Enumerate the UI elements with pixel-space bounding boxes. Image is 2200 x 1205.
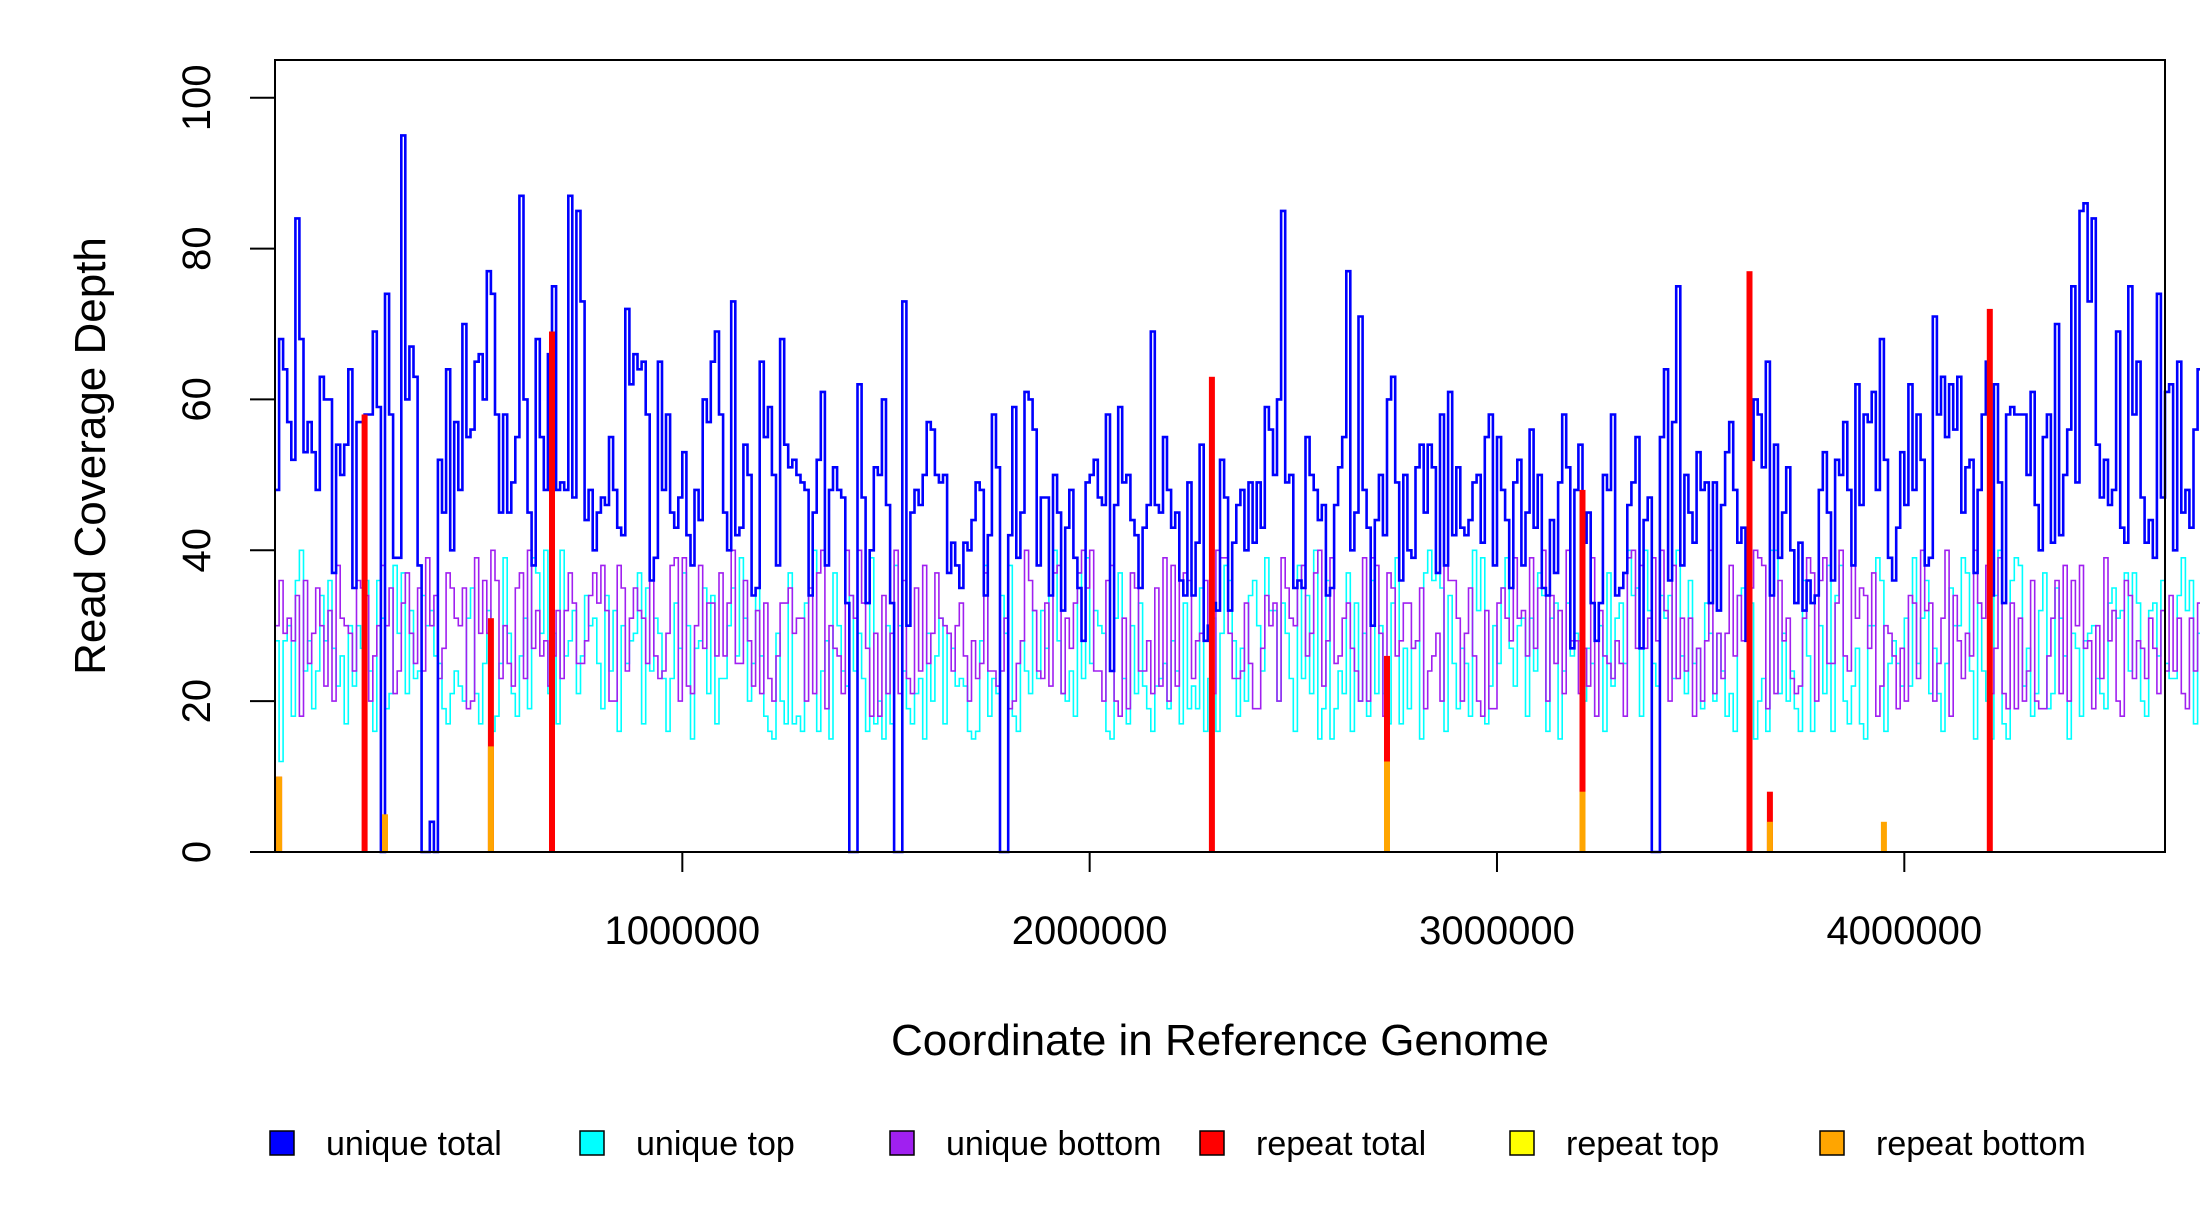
axis-layer: 1000000 2000000 3000000 4000000 0 20 40 60 80 100 — [175, 64, 1982, 953]
repeat-spike-repeat-total — [1986, 308, 1993, 852]
y-tick-label: 0 — [175, 841, 219, 863]
repeat-spike-repeat-bottom — [1579, 791, 1586, 852]
legend-swatch-unique-top — [579, 1130, 605, 1156]
legend-swatch-repeat-top — [1509, 1130, 1535, 1156]
repeat-spike-repeat-bottom — [1384, 761, 1390, 852]
repeat-spike-repeat-total — [1208, 376, 1215, 852]
repeat-spike-repeat-total — [487, 618, 494, 852]
legend-swatch-unique-bottom — [889, 1130, 915, 1156]
y-axis-label: Read Coverage Depth — [66, 237, 115, 675]
x-tick-label: 2000000 — [1012, 909, 1168, 953]
y-tick-label: 100 — [175, 64, 219, 131]
repeat-spike-repeat-total — [1384, 655, 1390, 852]
series-line-unique-total — [275, 134, 2200, 854]
repeat-spike-repeat-bottom — [1766, 821, 1773, 852]
y-tick-label: 20 — [175, 679, 219, 724]
legend-swatch-repeat-bottom — [1819, 1130, 1845, 1156]
legend-label-repeat-total: repeat total — [1256, 1125, 1426, 1163]
repeat-spike-repeat-bottom — [1880, 821, 1887, 852]
repeat-spike-repeat-total — [1746, 271, 1753, 852]
x-axis-label: Coordinate in Reference Genome — [891, 1016, 1549, 1065]
legend-label-repeat-top: repeat top — [1566, 1125, 1719, 1163]
series-line-unique-top — [275, 549, 2200, 763]
legend-swatch-repeat-total — [1199, 1130, 1225, 1156]
x-tick-label: 1000000 — [604, 909, 760, 953]
repeat-spike-repeat-total — [361, 414, 368, 852]
repeat-spike-repeat-total — [1579, 489, 1586, 852]
series-line-unique-bottom — [275, 549, 2200, 717]
legend: unique total unique top unique bottom repea… — [269, 1125, 2086, 1163]
legend-label-repeat-bottom: repeat bottom — [1876, 1125, 2086, 1163]
repeat-spike-repeat-total — [549, 331, 555, 852]
repeat-spike-repeat-bottom — [276, 776, 283, 852]
legend-label-unique-bottom: unique bottom — [946, 1125, 1162, 1163]
x-tick-label: 4000000 — [1826, 909, 1982, 953]
plot-frame — [274, 59, 2166, 853]
y-tick-label: 80 — [175, 226, 219, 271]
x-tick-label: 3000000 — [1419, 909, 1575, 953]
series-layer — [275, 134, 2200, 854]
y-tick-label: 40 — [175, 528, 219, 573]
legend-label-unique-top: unique top — [636, 1125, 795, 1163]
legend-label-unique-total: unique total — [326, 1125, 502, 1163]
repeat-spike-repeat-bottom — [487, 746, 494, 852]
spike-layer — [276, 271, 1993, 852]
legend-swatch-unique-total — [269, 1130, 295, 1156]
repeat-spike-repeat-bottom — [382, 814, 388, 852]
y-tick-label: 60 — [175, 377, 219, 422]
